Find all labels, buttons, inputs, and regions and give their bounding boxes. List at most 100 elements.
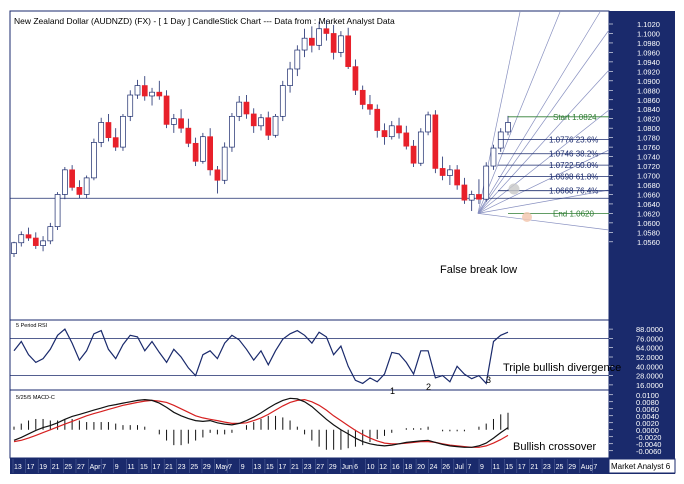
- candle-up: [490, 147, 497, 167]
- candle-up: [11, 242, 17, 254]
- candle-up: [338, 35, 344, 53]
- price-axis: 1.10201.10001.09801.09601.09401.09201.09…: [609, 20, 660, 247]
- macd-tick-label: 0.0020: [636, 419, 659, 428]
- candle-up: [54, 194, 61, 228]
- date-tick-label: 24: [430, 464, 438, 471]
- price-tick-label: 1.0740: [637, 153, 660, 162]
- date-tick-label: 21: [52, 464, 60, 471]
- fib-level-label: Start 1.0824: [553, 113, 597, 122]
- candle-down: [105, 122, 112, 138]
- candle-up: [91, 142, 97, 179]
- date-tick-label: 29: [203, 464, 211, 471]
- date-tick-label: 12: [379, 464, 387, 471]
- price-tick-label: 1.0680: [637, 181, 660, 190]
- date-tick-label: 23: [543, 464, 551, 471]
- fan-line: [477, 213, 610, 231]
- candle-down: [25, 234, 32, 239]
- price-tick-label: 1.0880: [637, 86, 660, 95]
- date-tick-label: 21: [530, 464, 538, 471]
- price-tick-label: 1.0900: [637, 77, 660, 86]
- candle-down: [330, 33, 337, 53]
- candle-up: [483, 165, 490, 200]
- date-tick-label: Jun: [341, 464, 352, 471]
- macd-tick-label: 0.0060: [636, 405, 659, 414]
- candle-up: [425, 114, 431, 133]
- annotation-triple-bullish-divergence: Triple bullish divergence: [503, 362, 621, 374]
- fib-retracement: Start 1.0824 1.0776 23.6% 1.0746 38.2% 1.07…: [498, 113, 609, 218]
- date-tick-label: 16: [392, 464, 400, 471]
- fib-level-label: End 1.0620: [553, 209, 594, 218]
- candle-up: [447, 169, 453, 176]
- date-tick-label: 21: [165, 464, 173, 471]
- date-tick-label: 23: [304, 464, 312, 471]
- annotation-bullish-crossover: Bullish crossover: [513, 441, 596, 453]
- date-tick-label: 7: [102, 464, 106, 471]
- candle-up: [236, 101, 243, 117]
- candle-down: [381, 130, 388, 138]
- price-tick-label: 1.0580: [637, 228, 660, 237]
- price-tick-label: 1.0700: [637, 172, 660, 181]
- fan-line: [477, 109, 610, 214]
- candle-down: [352, 66, 359, 91]
- candle-up: [258, 117, 264, 127]
- rsi-tick-label: 52.0000: [636, 353, 663, 362]
- candle-up: [388, 125, 395, 138]
- date-tick-label: May: [216, 464, 230, 471]
- candle-down: [410, 145, 417, 164]
- rsi-panel: [10, 328, 609, 385]
- brand-box: [608, 458, 676, 474]
- candle-down: [265, 117, 272, 136]
- date-tick-label: 11: [493, 464, 500, 471]
- fan-line: [477, 69, 610, 214]
- price-tick-label: 1.0760: [637, 143, 660, 152]
- divergence-marker-1: 1: [390, 386, 395, 396]
- candle-down: [323, 28, 330, 34]
- candle-down: [207, 136, 213, 171]
- divergence-marker-2: 2: [426, 382, 431, 392]
- fan-line: [477, 11, 601, 214]
- macd-tick-label: 0.0100: [636, 391, 659, 400]
- candle-up: [229, 115, 235, 148]
- candle-down: [76, 187, 83, 195]
- candle-down: [432, 114, 439, 169]
- bottom-axis-bg: [10, 458, 675, 474]
- candle-up: [83, 177, 90, 195]
- candle-up: [468, 194, 475, 201]
- date-tick-label: 23: [178, 464, 186, 471]
- rsi-tick-label: 28.0000: [636, 372, 663, 381]
- date-tick-label: 17: [153, 464, 161, 471]
- date-tick-label: 26: [442, 464, 450, 471]
- price-tick-label: 1.0980: [637, 39, 660, 48]
- candle-down: [374, 108, 381, 131]
- macd-line: [13, 397, 509, 448]
- date-tick-label: Jul: [455, 464, 464, 471]
- rsi-line: [13, 328, 509, 385]
- macd-tick-label: 0.0040: [636, 412, 659, 421]
- price-tick-label: 1.0800: [637, 124, 660, 133]
- date-tick-label: 15: [505, 464, 513, 471]
- date-tick-label: 19: [39, 464, 47, 471]
- candle-down: [163, 95, 170, 125]
- price-tick-label: 1.1000: [637, 29, 660, 38]
- date-tick-label: 27: [77, 464, 85, 471]
- candle-up: [505, 122, 511, 133]
- macd-axis: 0.01000.00800.00600.00400.00200.0000-0.0…: [609, 391, 661, 456]
- candle-up: [62, 169, 68, 195]
- candle-up: [18, 234, 25, 244]
- candle-up: [120, 115, 126, 148]
- candle-down: [178, 118, 184, 129]
- date-tick-label: 25: [64, 464, 72, 471]
- date-tick-label: 17: [27, 464, 35, 471]
- candle-up: [279, 85, 286, 117]
- date-tick-label: 9: [115, 464, 119, 471]
- candle-up: [221, 146, 228, 181]
- macd-tick-label: 0.0000: [636, 426, 659, 435]
- divergence-marker-3: 3: [486, 375, 491, 385]
- price-tick-label: 1.0720: [637, 162, 660, 171]
- chart-title: New Zealand Dollar (AUDNZD) (FX) - [ 1 D…: [14, 16, 395, 26]
- candle-down: [309, 37, 315, 46]
- macd-title: 5/25/5 MACD-C: [16, 395, 55, 401]
- candle-down: [32, 237, 39, 246]
- fib-level-label: 1.0698 61.8%: [549, 172, 598, 181]
